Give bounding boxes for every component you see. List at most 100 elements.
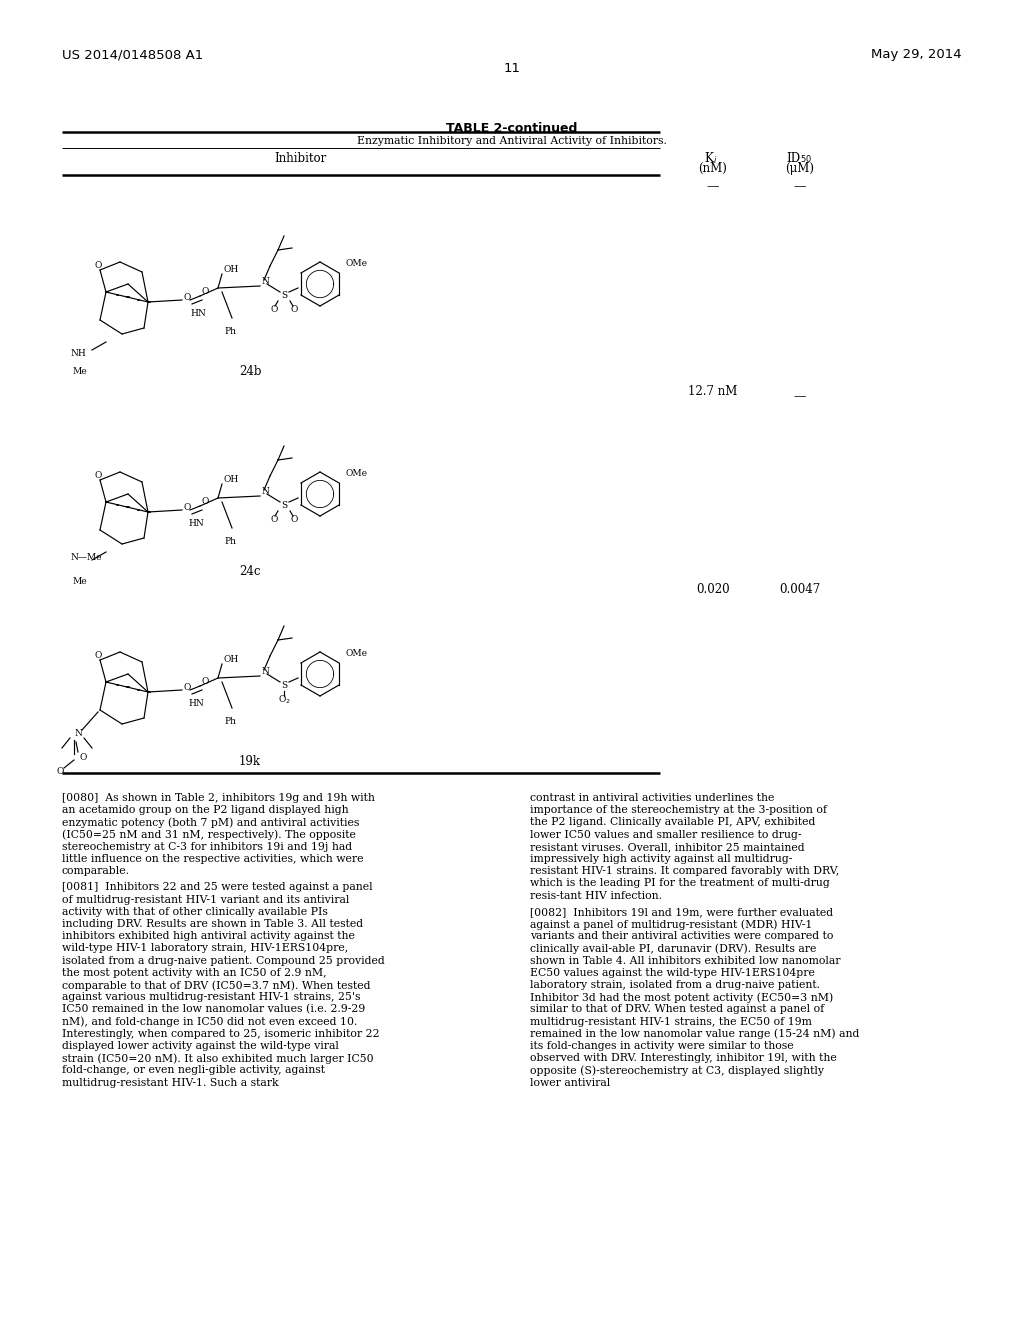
- Text: resis-tant HIV infection.: resis-tant HIV infection.: [530, 891, 662, 900]
- Text: [0082]  Inhibitors 19l and 19m, were further evaluated: [0082] Inhibitors 19l and 19m, were furt…: [530, 907, 834, 917]
- Text: N—Me: N—Me: [71, 553, 102, 562]
- Text: inhibitors exhibited high antiviral activity against the: inhibitors exhibited high antiviral acti…: [62, 931, 355, 941]
- Text: —: —: [794, 180, 806, 193]
- Text: ID: ID: [785, 152, 800, 165]
- Text: O: O: [202, 498, 209, 507]
- Text: (nM): (nM): [698, 162, 727, 176]
- Text: displayed lower activity against the wild-type viral: displayed lower activity against the wil…: [62, 1041, 339, 1051]
- Text: Me: Me: [73, 578, 87, 586]
- Text: S: S: [281, 681, 287, 690]
- Text: [0081]  Inhibitors 22 and 25 were tested against a panel: [0081] Inhibitors 22 and 25 were tested …: [62, 882, 373, 892]
- Text: $_{50}$: $_{50}$: [800, 152, 812, 165]
- Text: 19k: 19k: [239, 755, 261, 768]
- Text: S: S: [281, 502, 287, 511]
- Text: including DRV. Results are shown in Table 3. All tested: including DRV. Results are shown in Tabl…: [62, 919, 364, 929]
- Text: Enzymatic Inhibitory and Antiviral Activity of Inhibitors.: Enzymatic Inhibitory and Antiviral Activ…: [357, 136, 667, 147]
- Text: US 2014/0148508 A1: US 2014/0148508 A1: [62, 48, 203, 61]
- Text: O: O: [291, 516, 298, 524]
- Text: lower IC50 values and smaller resilience to drug-: lower IC50 values and smaller resilience…: [530, 829, 802, 840]
- Text: remained in the low nanomolar value range (15-24 nM) and: remained in the low nanomolar value rang…: [530, 1028, 859, 1039]
- Text: similar to that of DRV. When tested against a panel of: similar to that of DRV. When tested agai…: [530, 1005, 824, 1014]
- Text: laboratory strain, isolated from a drug-naive patient.: laboratory strain, isolated from a drug-…: [530, 979, 820, 990]
- Text: OMe: OMe: [346, 649, 368, 659]
- Text: contrast in antiviral activities underlines the: contrast in antiviral activities underli…: [530, 793, 774, 803]
- Text: impressively high activity against all multidrug-: impressively high activity against all m…: [530, 854, 793, 865]
- Text: which is the leading PI for the treatment of multi-drug: which is the leading PI for the treatmen…: [530, 878, 829, 888]
- Text: O: O: [202, 677, 209, 686]
- Text: wild-type HIV-1 laboratory strain, HIV-1ERS104pre,: wild-type HIV-1 laboratory strain, HIV-1…: [62, 944, 348, 953]
- Text: the P2 ligand. Clinically available PI, APV, exhibited: the P2 ligand. Clinically available PI, …: [530, 817, 815, 828]
- Text: comparable to that of DRV (IC50=3.7 nM). When tested: comparable to that of DRV (IC50=3.7 nM).…: [62, 979, 371, 990]
- Text: an acetamido group on the P2 ligand displayed high: an acetamido group on the P2 ligand disp…: [62, 805, 348, 816]
- Text: O: O: [202, 288, 209, 297]
- Text: O: O: [184, 682, 191, 692]
- Text: 0.020: 0.020: [696, 583, 730, 597]
- Text: stereochemistry at C-3 for inhibitors 19i and 19j had: stereochemistry at C-3 for inhibitors 19…: [62, 842, 352, 851]
- Text: N: N: [262, 487, 270, 496]
- Text: $_i$: $_i$: [713, 152, 718, 165]
- Text: Ph: Ph: [224, 537, 236, 546]
- Text: HN: HN: [188, 700, 204, 709]
- Text: May 29, 2014: May 29, 2014: [871, 48, 962, 61]
- Text: —: —: [794, 389, 806, 403]
- Text: N: N: [74, 730, 82, 738]
- Text: HN: HN: [188, 520, 204, 528]
- Text: O: O: [80, 754, 87, 763]
- Text: opposite (S)-stereochemistry at C3, displayed slightly: opposite (S)-stereochemistry at C3, disp…: [530, 1065, 824, 1076]
- Text: 0.0047: 0.0047: [779, 583, 820, 597]
- Text: O: O: [184, 503, 191, 511]
- Text: OH: OH: [224, 265, 240, 275]
- Text: multidrug-resistant HIV-1. Such a stark: multidrug-resistant HIV-1. Such a stark: [62, 1077, 279, 1088]
- Text: Inhibitor: Inhibitor: [273, 152, 326, 165]
- Text: importance of the stereochemistry at the 3-position of: importance of the stereochemistry at the…: [530, 805, 827, 816]
- Text: O: O: [94, 471, 101, 480]
- Text: comparable.: comparable.: [62, 866, 130, 876]
- Text: (μM): (μM): [785, 162, 814, 176]
- Text: S: S: [281, 292, 287, 301]
- Text: (IC50=25 nM and 31 nM, respectively). The opposite: (IC50=25 nM and 31 nM, respectively). Th…: [62, 829, 356, 840]
- Text: fold-change, or even negli-gible activity, against: fold-change, or even negli-gible activit…: [62, 1065, 325, 1076]
- Text: little influence on the respective activities, which were: little influence on the respective activ…: [62, 854, 364, 865]
- Text: O$_2$: O$_2$: [278, 694, 291, 706]
- Text: O: O: [184, 293, 191, 301]
- Text: K: K: [705, 152, 713, 165]
- Text: OMe: OMe: [346, 470, 368, 479]
- Text: O: O: [270, 516, 278, 524]
- Text: shown in Table 4. All inhibitors exhibited low nanomolar: shown in Table 4. All inhibitors exhibit…: [530, 956, 841, 966]
- Text: O: O: [56, 767, 63, 776]
- Text: N: N: [262, 277, 270, 286]
- Text: enzymatic potency (both 7 pM) and antiviral activities: enzymatic potency (both 7 pM) and antivi…: [62, 817, 359, 828]
- Text: EC50 values against the wild-type HIV-1ERS104pre: EC50 values against the wild-type HIV-1E…: [530, 968, 815, 978]
- Text: its fold-changes in activity were similar to those: its fold-changes in activity were simila…: [530, 1041, 794, 1051]
- Text: HN: HN: [190, 309, 206, 318]
- Text: variants and their antiviral activities were compared to: variants and their antiviral activities …: [530, 931, 834, 941]
- Text: lower antiviral: lower antiviral: [530, 1077, 610, 1088]
- Text: observed with DRV. Interestingly, inhibitor 19l, with the: observed with DRV. Interestingly, inhibi…: [530, 1053, 837, 1063]
- Text: strain (IC50=20 nM). It also exhibited much larger IC50: strain (IC50=20 nM). It also exhibited m…: [62, 1053, 374, 1064]
- Text: O: O: [291, 305, 298, 314]
- Text: O: O: [94, 261, 101, 271]
- Text: Interestingly, when compared to 25, isomeric inhibitor 22: Interestingly, when compared to 25, isom…: [62, 1028, 380, 1039]
- Text: OH: OH: [224, 475, 240, 484]
- Text: against various multidrug-resistant HIV-1 strains, 25's: against various multidrug-resistant HIV-…: [62, 993, 360, 1002]
- Text: multidrug-resistant HIV-1 strains, the EC50 of 19m: multidrug-resistant HIV-1 strains, the E…: [530, 1016, 812, 1027]
- Text: 12.7 nM: 12.7 nM: [688, 385, 737, 399]
- Text: OMe: OMe: [346, 260, 368, 268]
- Text: activity with that of other clinically available PIs: activity with that of other clinically a…: [62, 907, 328, 917]
- Text: isolated from a drug-naive patient. Compound 25 provided: isolated from a drug-naive patient. Comp…: [62, 956, 385, 966]
- Text: nM), and fold-change in IC50 did not even exceed 10.: nM), and fold-change in IC50 did not eve…: [62, 1016, 357, 1027]
- Text: Ph: Ph: [224, 718, 236, 726]
- Text: 24b: 24b: [239, 366, 261, 378]
- Text: clinically avail-able PI, darunavir (DRV). Results are: clinically avail-able PI, darunavir (DRV…: [530, 944, 816, 954]
- Text: resistant HIV-1 strains. It compared favorably with DRV,: resistant HIV-1 strains. It compared fav…: [530, 866, 840, 876]
- Text: OH: OH: [224, 656, 240, 664]
- Text: 11: 11: [504, 62, 520, 75]
- Text: of multidrug-resistant HIV-1 variant and its antiviral: of multidrug-resistant HIV-1 variant and…: [62, 895, 349, 904]
- Text: Ph: Ph: [224, 327, 236, 337]
- Text: 24c: 24c: [240, 565, 261, 578]
- Text: IC50 remained in the low nanomolar values (i.e. 2.9-29: IC50 remained in the low nanomolar value…: [62, 1005, 366, 1015]
- Text: O: O: [94, 652, 101, 660]
- Text: the most potent activity with an IC50 of 2.9 nM,: the most potent activity with an IC50 of…: [62, 968, 327, 978]
- Text: Me: Me: [73, 367, 87, 376]
- Text: N: N: [262, 668, 270, 676]
